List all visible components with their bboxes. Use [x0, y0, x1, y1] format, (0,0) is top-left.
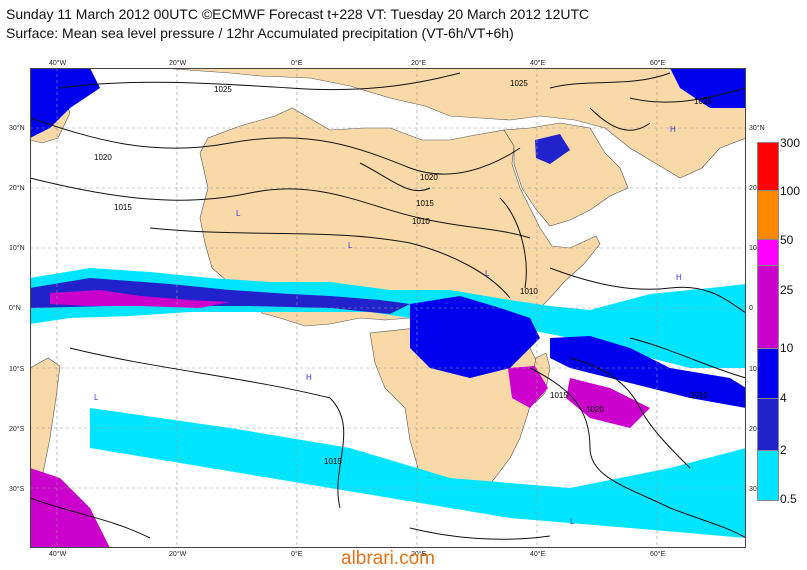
isobar-label: 1015: [416, 199, 434, 208]
legend-swatch: [757, 142, 779, 191]
forecast-map: 1025 1020 1015 1010 1015 1020 1025 1010 …: [30, 68, 746, 548]
map-canvas: 1025 1020 1015 1010 1015 1020 1025 1010 …: [30, 68, 746, 548]
lon-tick-bottom: 40°E: [530, 551, 546, 558]
legend-swatch: [757, 239, 779, 266]
lon-tick-bottom: 0°E: [291, 551, 303, 558]
isobar: [59, 72, 461, 91]
legend-swatch: [757, 190, 779, 240]
high-pressure-marker: H: [676, 273, 682, 282]
precipitation-field: [30, 68, 746, 548]
pressure-centres: L L L H H L L H: [94, 125, 682, 526]
indian-ocean-band: [550, 336, 746, 408]
lon-tick-bottom: 20°W: [169, 551, 187, 558]
mozambique-channel-rain: [508, 366, 548, 408]
isobar-label: 1025: [694, 97, 712, 106]
high-pressure-marker: H: [670, 125, 676, 134]
isobar-label: 1015: [114, 203, 132, 212]
legend-value: 0.5: [780, 492, 797, 506]
isobar-label: 1010: [520, 287, 538, 296]
land: [30, 68, 746, 548]
arabia: [503, 122, 629, 227]
isobar: [359, 162, 431, 192]
red-sea-rain: [535, 134, 570, 164]
isobar-label: 1010: [690, 391, 708, 400]
lat-tick-right: 20: [749, 185, 757, 192]
low-pressure-marker: L: [485, 269, 490, 278]
lat-tick-right: 10: [749, 245, 757, 252]
europe-asia: [159, 68, 746, 179]
isobar-labels: 1025 1020 1015 1010 1015 1020 1025 1010 …: [94, 79, 712, 466]
isobar: [569, 357, 691, 469]
lat-tick-left: 20°N: [9, 185, 25, 192]
legend-swatch: [757, 398, 779, 451]
map-frame: [30, 68, 746, 548]
legend-value: 100: [780, 184, 801, 198]
isobars: [30, 72, 746, 540]
lat-tick-left: 20°S: [9, 426, 25, 433]
lon-tick-bottom: 60°E: [650, 551, 666, 558]
isobar-label: 1020: [586, 405, 604, 414]
lon-tick-top: 20°W: [169, 60, 187, 67]
legend-value: 25: [780, 283, 794, 297]
lat-tick-left: 30°S: [9, 486, 25, 493]
lon-tick-bottom: 20°E: [411, 551, 427, 558]
isobar-label: 1010: [412, 217, 430, 226]
low-pressure-marker: L: [94, 393, 99, 402]
isobar: [629, 87, 746, 103]
legend-swatch: [757, 265, 779, 349]
isobar: [549, 72, 671, 89]
legend-value: 10: [780, 341, 794, 355]
lat-tick-right: 30°N: [749, 125, 765, 132]
lat-tick-right: 30: [749, 486, 757, 493]
lat-tick-right: 0: [749, 305, 753, 312]
lon-tick-top: 40°E: [530, 60, 546, 67]
site-watermark: albrari.com: [341, 548, 435, 569]
isobar-label: 1025: [510, 79, 528, 88]
low-pressure-marker: L: [570, 517, 575, 526]
southern-ocean-rain: [90, 408, 746, 538]
isobar: [30, 177, 531, 239]
map-title: Sunday 11 March 2012 00UTC ©ECMWF Foreca…: [6, 6, 590, 22]
legend-value: 300: [780, 136, 801, 150]
legend-swatch: [757, 348, 779, 399]
isobar: [549, 267, 746, 314]
isobar: [529, 367, 746, 539]
map-subtitle: Surface: Mean sea level pressure / 12hr …: [6, 25, 514, 41]
isobar: [589, 107, 651, 131]
lon-tick-top: 40°W: [49, 60, 67, 67]
isobar: [149, 227, 511, 299]
lon-tick-top: 0°E: [291, 60, 303, 67]
high-pressure-marker: H: [306, 373, 312, 382]
lat-tick-right: 10: [749, 366, 757, 373]
isobar-label: 1025: [214, 85, 232, 94]
isobar-label: 1015: [550, 391, 568, 400]
lon-tick-top: 60°E: [650, 60, 666, 67]
isobar: [409, 527, 551, 540]
legend-value: 4: [780, 391, 787, 405]
congo-rain: [410, 296, 540, 378]
legend-value: 2: [780, 443, 787, 457]
legend-value: 50: [780, 233, 794, 247]
isobar: [499, 197, 527, 289]
isobar: [30, 497, 151, 539]
isobar: [30, 117, 521, 175]
legend-swatch: [757, 450, 779, 501]
lon-tick-top: 20°E: [411, 60, 427, 67]
lat-tick-left: 10°S: [9, 366, 25, 373]
lat-tick-left: 0°N: [9, 305, 21, 312]
isobar-label: 1020: [94, 153, 112, 162]
indian-ocean-band-heavy: [566, 378, 650, 428]
isobar-label: 1015: [324, 457, 342, 466]
itcz-very-heavy-rain: [50, 290, 230, 308]
low-pressure-marker: L: [236, 209, 241, 218]
lat-tick-left: 30°N: [9, 125, 25, 132]
isobar: [69, 347, 345, 509]
low-pressure-marker: L: [348, 241, 353, 250]
lat-tick-right: 20: [749, 426, 757, 433]
isobar-label: 1020: [420, 173, 438, 182]
isobar: [629, 337, 746, 379]
lon-tick-bottom: 40°W: [49, 551, 67, 558]
arabian-sea-rain: [670, 68, 746, 108]
lat-tick-left: 10°N: [9, 245, 25, 252]
